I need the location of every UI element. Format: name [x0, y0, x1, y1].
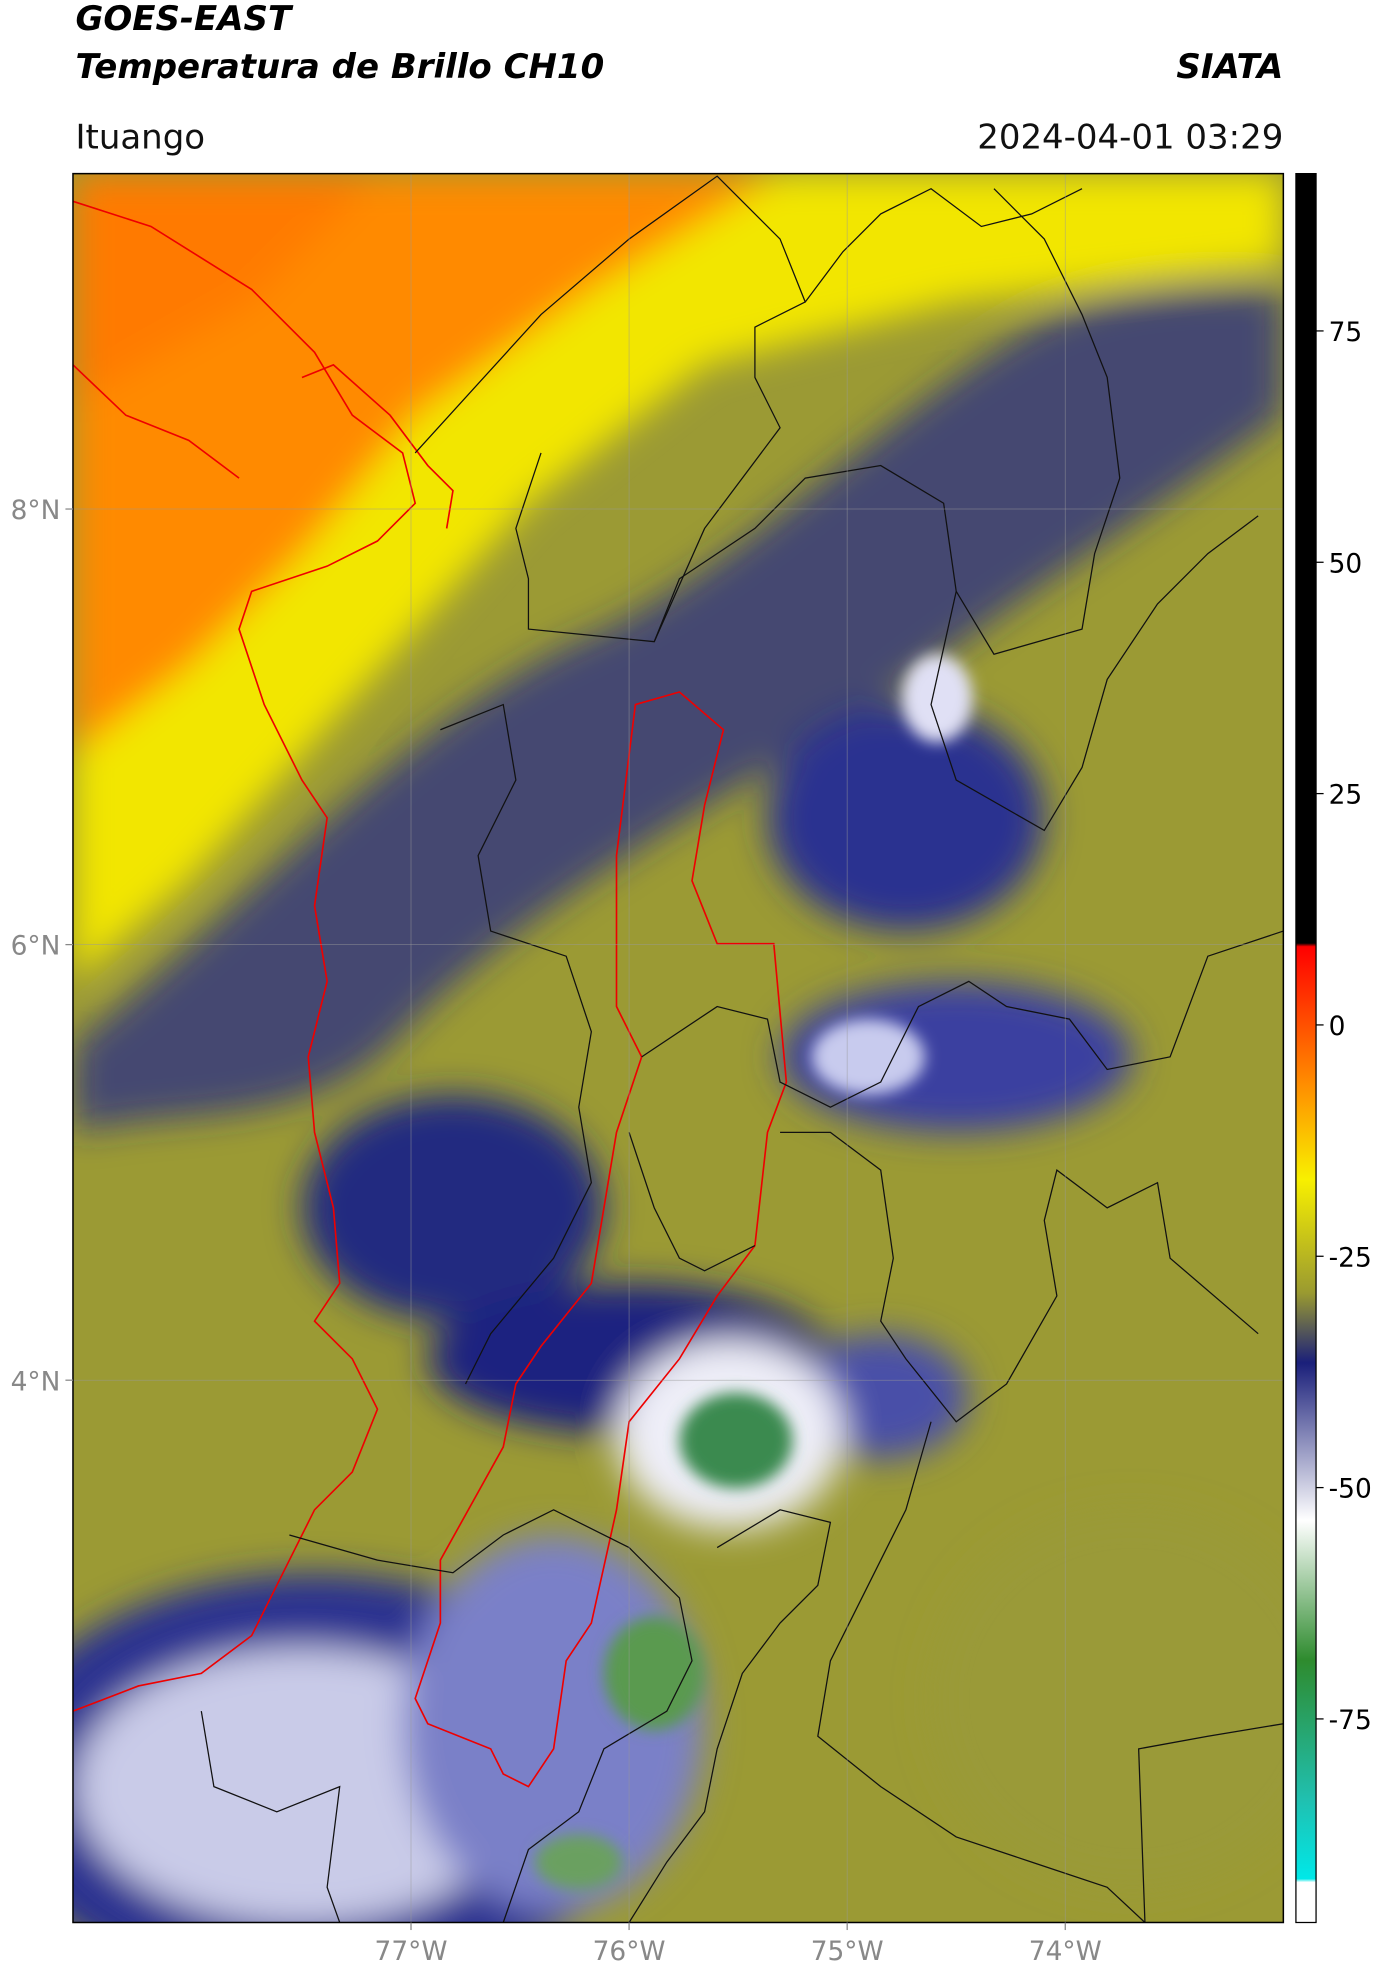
source: SIATA — [1176, 47, 1283, 87]
axes: 77°W 76°W 75°W 74°W 4°N 6°N 8°N -75 -50 -25 0 25 50 7… — [11, 317, 1372, 1967]
colorbar-tick-label: -50 — [1329, 1474, 1372, 1505]
colorbar — [1295, 172, 1317, 1924]
satellite-image — [72, 173, 1284, 1923]
colorbar-tick-label: -25 — [1329, 1242, 1372, 1273]
coastline — [72, 200, 788, 1788]
x-tick-label: 75°W — [811, 1936, 884, 1967]
borders — [200, 175, 1284, 1923]
colorbar-tick-label: 75 — [1329, 317, 1363, 348]
y-tick-label: 4°N — [11, 1366, 61, 1397]
subtitle: Temperatura de Brillo CH10 — [75, 47, 604, 87]
location: Ituango — [75, 117, 205, 157]
y-tick-label: 8°N — [11, 495, 61, 526]
title: GOES-EAST — [75, 0, 293, 39]
x-tick-label: 77°W — [375, 1936, 448, 1967]
colorbar-tick-label: 25 — [1329, 780, 1363, 811]
colorbar-tick-label: 0 — [1329, 1011, 1346, 1042]
grid — [72, 173, 1284, 1923]
y-tick-label: 6°N — [11, 931, 61, 962]
colorbar-tick-label: 50 — [1329, 548, 1363, 579]
map-frame — [72, 172, 1285, 1924]
datetime: 2024-04-01 03:29 — [977, 117, 1283, 157]
colorbar-tick-label: -75 — [1329, 1705, 1372, 1736]
x-tick-label: 76°W — [593, 1936, 666, 1967]
x-tick-label: 74°W — [1029, 1936, 1102, 1967]
